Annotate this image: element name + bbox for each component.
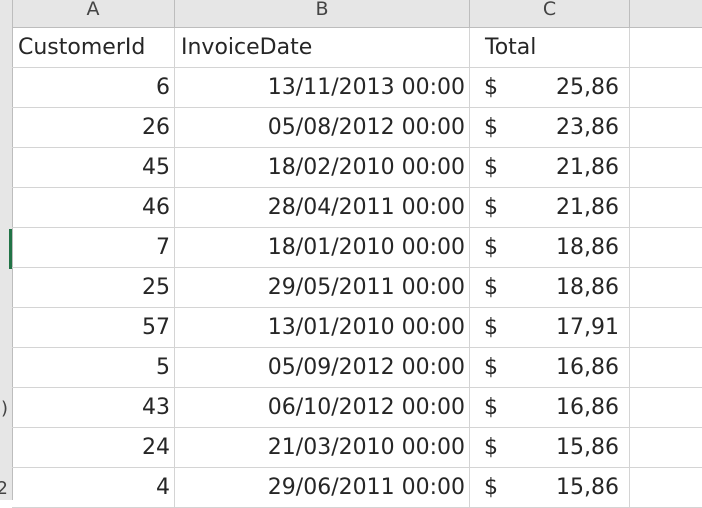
cell-total[interactable]: $25,86 <box>470 68 630 108</box>
currency-symbol: $ <box>484 75 498 100</box>
cell-empty[interactable] <box>630 388 702 428</box>
cell-empty[interactable] <box>630 348 702 388</box>
column-header-a[interactable]: A <box>12 0 175 27</box>
cell-total[interactable]: $23,86 <box>470 108 630 148</box>
table-row: 43 06/10/2012 00:00 $16,86 <box>12 388 702 428</box>
cell-total[interactable]: $17,91 <box>470 308 630 348</box>
column-header-b[interactable]: B <box>175 0 470 27</box>
total-amount: 15,86 <box>556 475 619 500</box>
table-row: 4 29/06/2011 00:00 $15,86 <box>12 468 702 508</box>
table-row: 57 13/01/2010 00:00 $17,91 <box>12 308 702 348</box>
currency-symbol: $ <box>484 355 498 380</box>
cell-customerid[interactable]: 25 <box>12 268 175 308</box>
cell-invoicedate[interactable]: 29/06/2011 00:00 <box>175 468 470 508</box>
total-amount: 18,86 <box>556 235 619 260</box>
cell-empty[interactable] <box>630 228 702 268</box>
cell-customerid[interactable]: 57 <box>12 308 175 348</box>
cell-customerid[interactable]: 4 <box>12 468 175 508</box>
table-row: 46 28/04/2011 00:00 $21,86 <box>12 188 702 228</box>
table-header-row: CustomerId InvoiceDate Total <box>12 28 702 68</box>
total-amount: 16,86 <box>556 395 619 420</box>
column-header-c[interactable]: C <box>470 0 630 27</box>
cell-total[interactable]: $15,86 <box>470 428 630 468</box>
cell-total[interactable]: $18,86 <box>470 228 630 268</box>
cell-invoicedate[interactable]: 18/02/2010 00:00 <box>175 148 470 188</box>
currency-symbol: $ <box>484 275 498 300</box>
cell-total[interactable]: $21,86 <box>470 188 630 228</box>
currency-symbol: $ <box>484 195 498 220</box>
active-row-indicator <box>9 229 12 269</box>
currency-symbol: $ <box>484 115 498 140</box>
total-amount: 16,86 <box>556 355 619 380</box>
table-row: 6 13/11/2013 00:00 $25,86 <box>12 68 702 108</box>
cell-empty[interactable] <box>630 108 702 148</box>
cell-empty[interactable] <box>630 28 702 68</box>
table-row: 5 05/09/2012 00:00 $16,86 <box>12 348 702 388</box>
cell-customerid[interactable]: 46 <box>12 188 175 228</box>
cell-empty[interactable] <box>630 68 702 108</box>
table-row-active: 7 18/01/2010 00:00 $18,86 <box>12 228 702 268</box>
cell-invoicedate[interactable]: 21/03/2010 00:00 <box>175 428 470 468</box>
currency-symbol: $ <box>484 155 498 180</box>
table-row: 26 05/08/2012 00:00 $23,86 <box>12 108 702 148</box>
cell-empty[interactable] <box>630 308 702 348</box>
cell-total[interactable]: $16,86 <box>470 348 630 388</box>
cell-customerid-header[interactable]: CustomerId <box>12 28 175 68</box>
cell-invoicedate[interactable]: 13/01/2010 00:00 <box>175 308 470 348</box>
cell-customerid[interactable]: 5 <box>12 348 175 388</box>
table-row: 25 29/05/2011 00:00 $18,86 <box>12 268 702 308</box>
table-row: 45 18/02/2010 00:00 $21,86 <box>12 148 702 188</box>
currency-symbol: $ <box>484 435 498 460</box>
total-amount: 17,91 <box>556 315 619 340</box>
total-amount: 25,86 <box>556 75 619 100</box>
cell-invoicedate[interactable]: 18/01/2010 00:00 <box>175 228 470 268</box>
cell-empty[interactable] <box>630 268 702 308</box>
cell-empty[interactable] <box>630 468 702 508</box>
cell-invoicedate[interactable]: 28/04/2011 00:00 <box>175 188 470 228</box>
cell-total[interactable]: $18,86 <box>470 268 630 308</box>
currency-symbol: $ <box>484 475 498 500</box>
row-number-column[interactable]: ) 2 <box>0 0 13 500</box>
cell-customerid[interactable]: 7 <box>12 228 175 268</box>
currency-symbol: $ <box>484 395 498 420</box>
column-header-d[interactable] <box>630 0 702 27</box>
currency-symbol: $ <box>484 315 498 340</box>
cell-empty[interactable] <box>630 428 702 468</box>
currency-symbol: $ <box>484 235 498 260</box>
cell-customerid[interactable]: 26 <box>12 108 175 148</box>
cell-customerid[interactable]: 24 <box>12 428 175 468</box>
cell-invoicedate[interactable]: 05/09/2012 00:00 <box>175 348 470 388</box>
cell-total[interactable]: $16,86 <box>470 388 630 428</box>
cell-invoicedate[interactable]: 05/08/2012 00:00 <box>175 108 470 148</box>
cell-empty[interactable] <box>630 148 702 188</box>
row-number-12[interactable]: 2 <box>0 478 8 499</box>
cell-customerid[interactable]: 43 <box>12 388 175 428</box>
cell-invoicedate[interactable]: 13/11/2013 00:00 <box>175 68 470 108</box>
cell-invoicedate-header[interactable]: InvoiceDate <box>175 28 470 68</box>
cell-total[interactable]: $21,86 <box>470 148 630 188</box>
cell-invoicedate[interactable]: 29/05/2011 00:00 <box>175 268 470 308</box>
total-amount: 15,86 <box>556 435 619 460</box>
cell-customerid[interactable]: 45 <box>12 148 175 188</box>
cell-total[interactable]: $15,86 <box>470 468 630 508</box>
cell-empty[interactable] <box>630 188 702 228</box>
total-amount: 21,86 <box>556 155 619 180</box>
cell-invoicedate[interactable]: 06/10/2012 00:00 <box>175 388 470 428</box>
row-number-10[interactable]: ) <box>0 398 8 419</box>
cell-total-header[interactable]: Total <box>470 28 630 68</box>
total-amount: 23,86 <box>556 115 619 140</box>
column-header-row: A B C <box>12 0 702 28</box>
total-amount: 21,86 <box>556 195 619 220</box>
cell-customerid[interactable]: 6 <box>12 68 175 108</box>
total-amount: 18,86 <box>556 275 619 300</box>
table-row: 24 21/03/2010 00:00 $15,86 <box>12 428 702 468</box>
